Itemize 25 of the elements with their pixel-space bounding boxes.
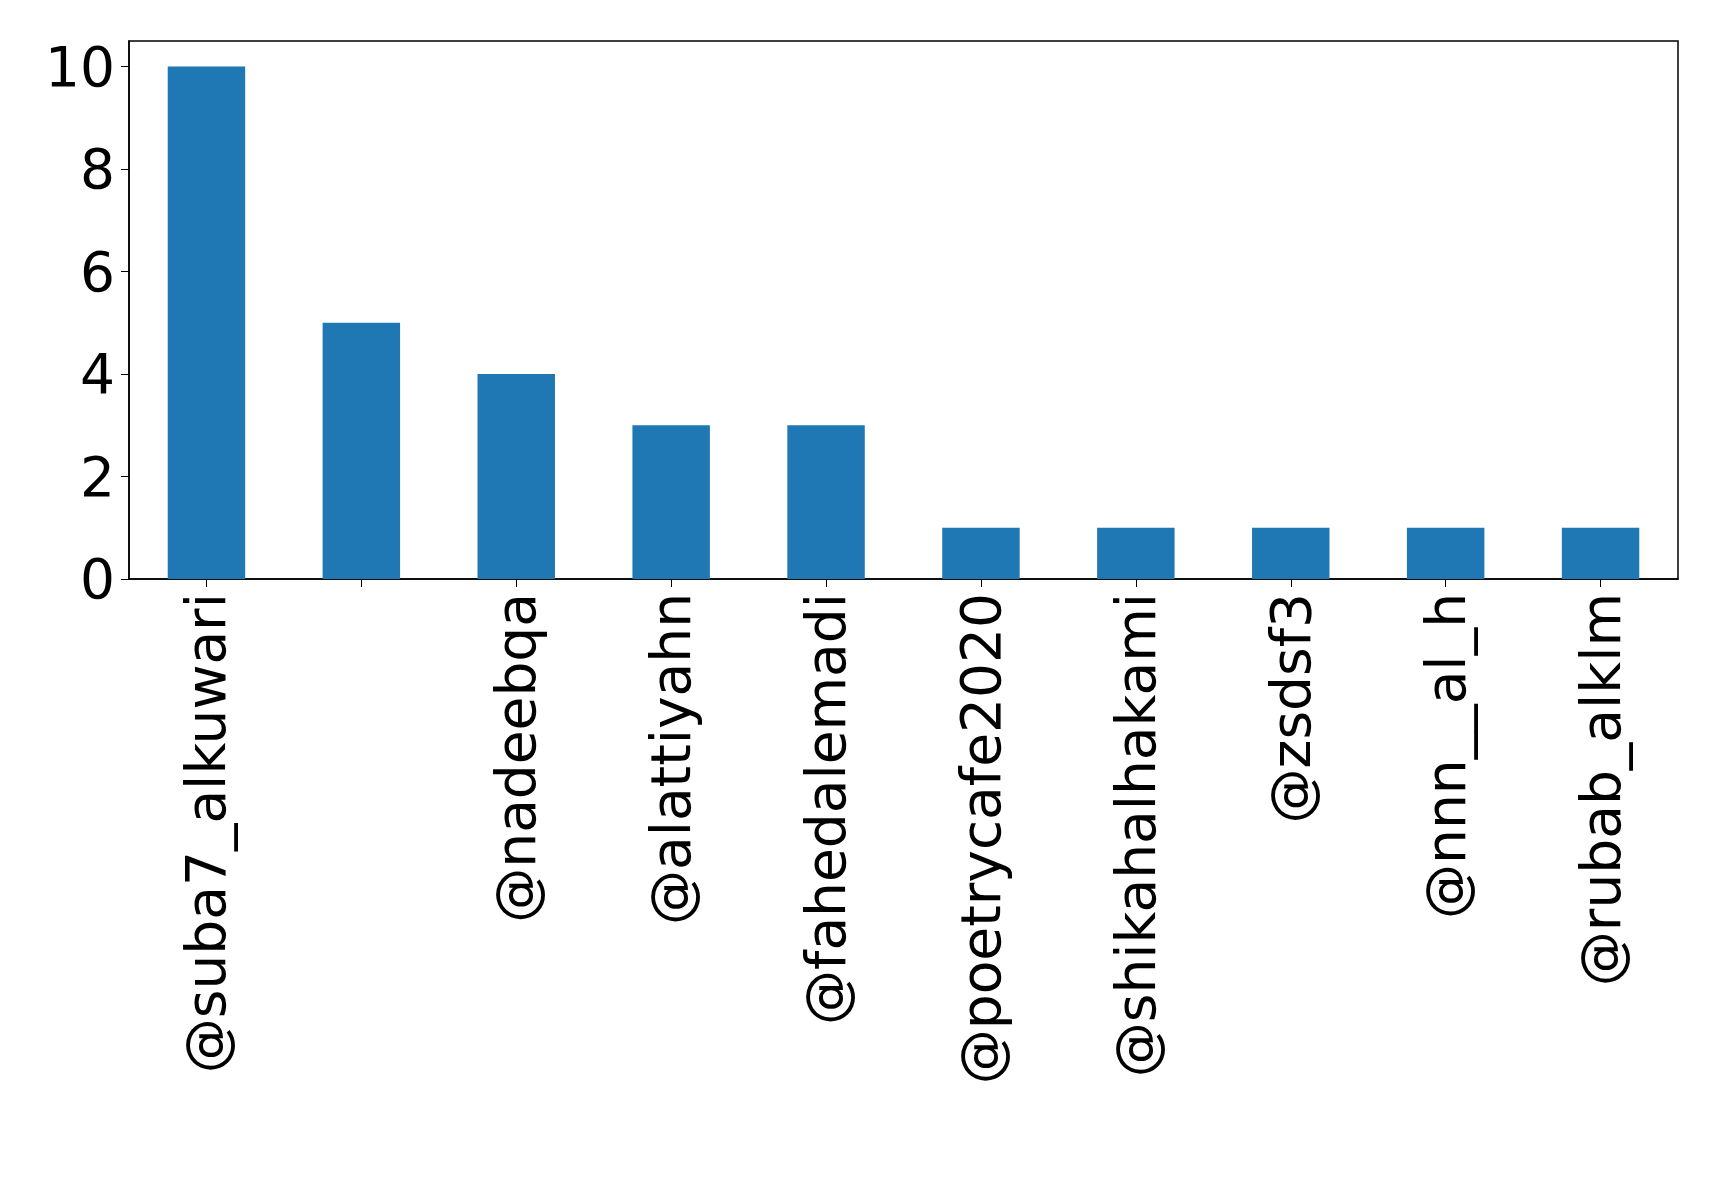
- bar: [1097, 527, 1175, 579]
- bar: [1252, 527, 1330, 579]
- y-tick-label: 8: [80, 137, 115, 202]
- x-tick-label: @shikahalhakami: [1103, 593, 1168, 1078]
- x-tick-label: @fahedalemadi: [794, 593, 859, 1025]
- y-tick-label: 4: [80, 342, 115, 407]
- bar: [167, 66, 246, 579]
- bar: [322, 322, 401, 579]
- bar: [632, 425, 710, 579]
- x-tick-label: @nnn__al_h: [1413, 593, 1478, 919]
- x-tick-label: @alattiyahn: [639, 593, 704, 926]
- x-tick-label: @poetrycafe2020: [948, 593, 1013, 1085]
- y-tick-label: 0: [80, 547, 115, 611]
- y-tick-label: 2: [80, 444, 115, 509]
- bar: [1406, 527, 1485, 579]
- x-tick-label: @zsdsf3: [1258, 593, 1323, 824]
- bar: [787, 425, 865, 579]
- y-tick-label: 10: [45, 34, 115, 99]
- x-tick-label: @nadeebqa: [484, 593, 549, 923]
- x-tick-label: @rubab_alklm: [1568, 593, 1633, 987]
- bar: [942, 527, 1020, 579]
- y-tick-label: 6: [80, 239, 115, 304]
- bar: [1561, 527, 1640, 579]
- x-tick-label: @suba7_alkuwari: [174, 593, 239, 1074]
- bar: [477, 374, 555, 579]
